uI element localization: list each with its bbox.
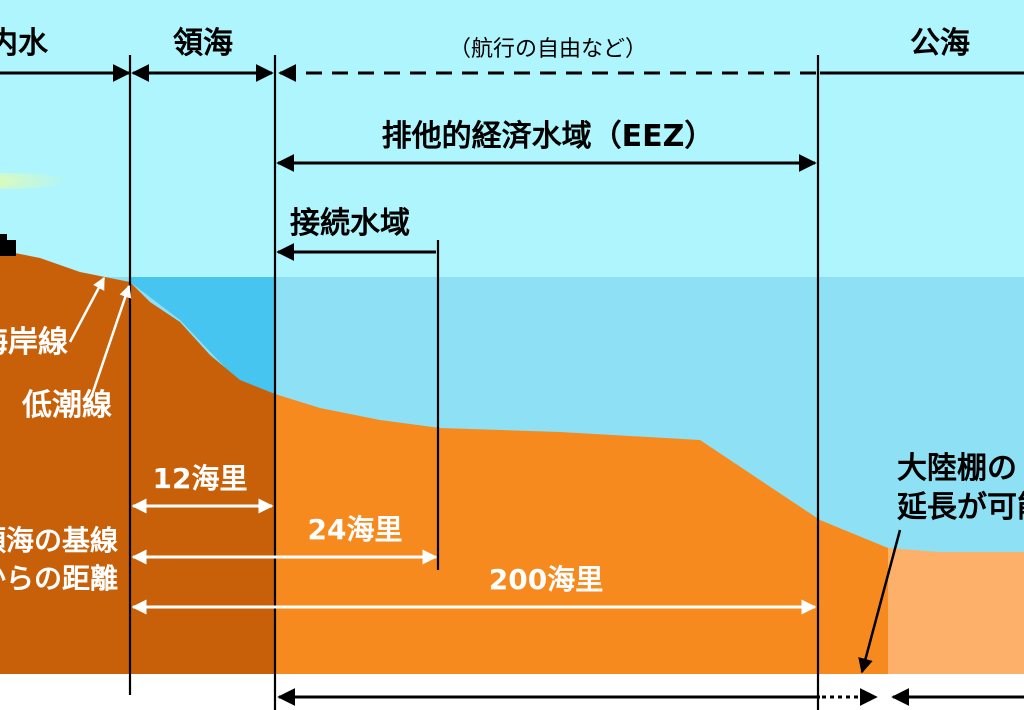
nm200-label: 200海里	[489, 563, 603, 596]
sun-glow	[0, 173, 70, 189]
coastline-pointer	[68, 276, 106, 343]
freedom-note: （航行の自由など）	[449, 37, 647, 62]
shelf-label-pointer	[858, 529, 902, 674]
shelf-extension-label-2: 延長が可能	[896, 490, 1024, 525]
nm24-label: 24海里	[308, 513, 403, 546]
land	[0, 250, 275, 674]
contiguous-zone-label: 接続水域	[290, 206, 410, 241]
baseline-label-2: からの距離	[0, 562, 118, 595]
sea-territorial-dark	[130, 277, 275, 395]
nm12-label: 12海里	[153, 462, 248, 495]
shelf-extension-label-1: 大陸棚の	[897, 451, 1017, 486]
shelf-extension	[888, 548, 1024, 674]
low-water-line-label: 低潮線	[21, 388, 112, 423]
territorial-sea-label: 領海	[173, 26, 233, 61]
low-water-pointer	[90, 284, 132, 396]
baseline-label-1: 領海の基線	[0, 524, 118, 557]
coastline-label: 海岸線	[0, 325, 68, 360]
internal-waters-label: 内水	[0, 26, 49, 61]
eez-label: 排他的経済水域（EEZ）	[382, 119, 715, 154]
lighthouse-icon	[0, 240, 16, 256]
sky	[0, 0, 1024, 277]
ground-strip	[0, 674, 1024, 710]
high-seas-label: 公海	[910, 26, 970, 61]
